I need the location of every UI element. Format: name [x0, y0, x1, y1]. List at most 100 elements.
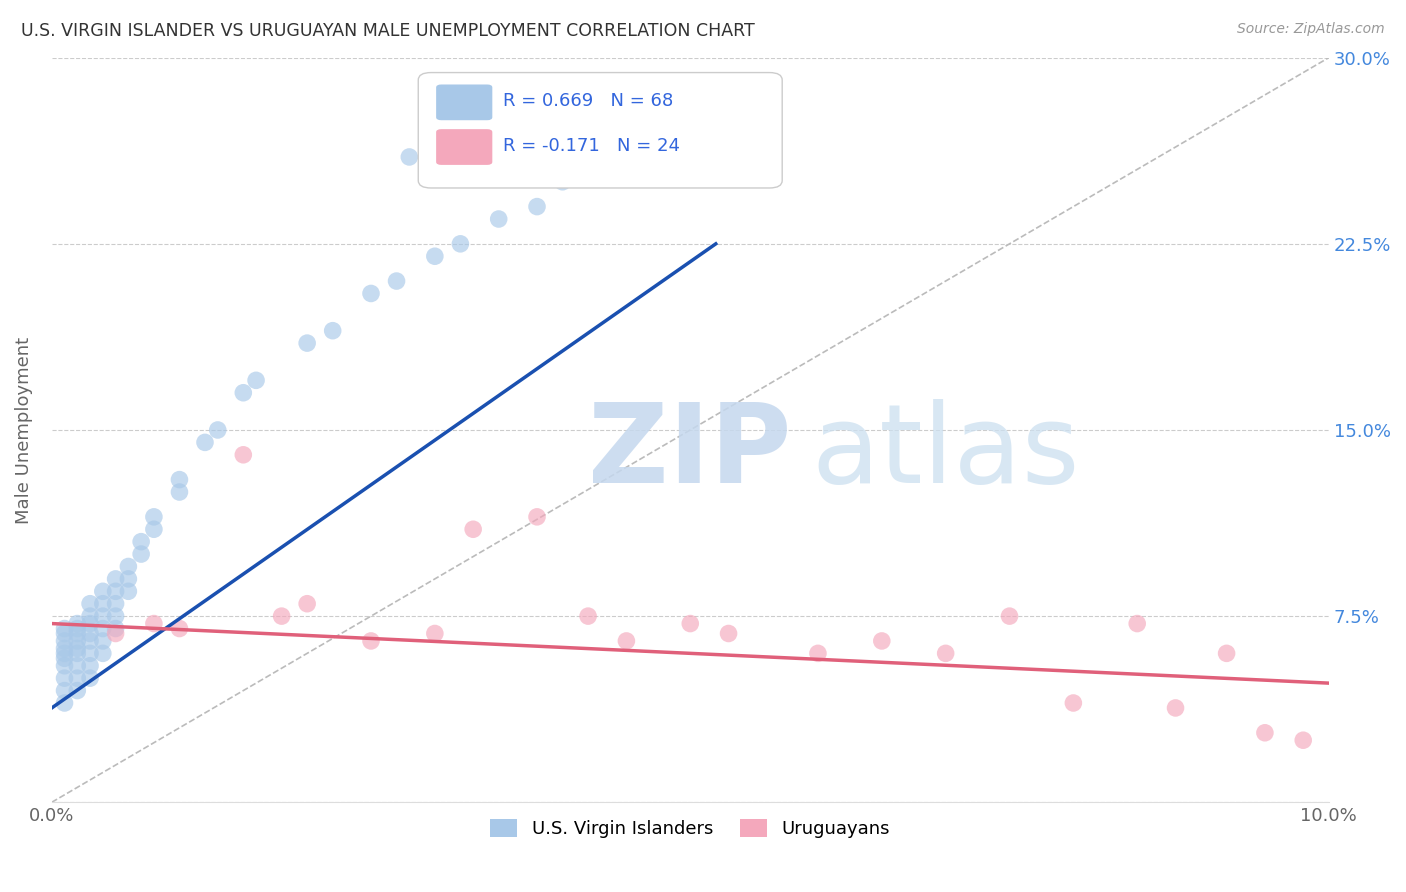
- Point: [360, 634, 382, 648]
- Point: [53, 658, 76, 673]
- Point: [104, 622, 127, 636]
- Point: [194, 435, 217, 450]
- Point: [169, 622, 191, 636]
- Point: [66, 634, 89, 648]
- Point: [295, 597, 318, 611]
- Point: [66, 616, 89, 631]
- Point: [91, 646, 114, 660]
- Point: [66, 641, 89, 656]
- Point: [232, 448, 254, 462]
- Point: [526, 509, 548, 524]
- Point: [1126, 616, 1149, 631]
- Point: [117, 584, 139, 599]
- Point: [322, 324, 344, 338]
- Point: [423, 249, 446, 263]
- Point: [717, 626, 740, 640]
- Point: [142, 509, 165, 524]
- Point: [53, 626, 76, 640]
- Point: [117, 559, 139, 574]
- Point: [104, 609, 127, 624]
- Point: [53, 622, 76, 636]
- Point: [66, 683, 89, 698]
- Point: [385, 274, 408, 288]
- Point: [295, 336, 318, 351]
- Y-axis label: Male Unemployment: Male Unemployment: [15, 336, 32, 524]
- Point: [53, 646, 76, 660]
- Point: [79, 658, 101, 673]
- Point: [66, 658, 89, 673]
- Point: [142, 522, 165, 536]
- Legend: U.S. Virgin Islanders, Uruguayans: U.S. Virgin Islanders, Uruguayans: [484, 812, 897, 846]
- Point: [104, 626, 127, 640]
- Point: [53, 634, 76, 648]
- Point: [1292, 733, 1315, 747]
- Point: [79, 671, 101, 685]
- Point: [91, 634, 114, 648]
- Point: [169, 485, 191, 500]
- Point: [423, 137, 446, 152]
- Point: [79, 626, 101, 640]
- Point: [270, 609, 292, 624]
- Point: [423, 626, 446, 640]
- Point: [398, 150, 420, 164]
- Point: [66, 622, 89, 636]
- Point: [807, 646, 830, 660]
- Point: [79, 616, 101, 631]
- Point: [66, 626, 89, 640]
- Point: [1254, 725, 1277, 739]
- Point: [360, 286, 382, 301]
- Point: [1215, 646, 1237, 660]
- Point: [129, 534, 152, 549]
- Point: [104, 584, 127, 599]
- Point: [616, 634, 638, 648]
- FancyBboxPatch shape: [436, 85, 492, 120]
- Point: [679, 105, 702, 120]
- Point: [998, 609, 1021, 624]
- Point: [53, 696, 76, 710]
- Point: [79, 634, 101, 648]
- Point: [1062, 696, 1084, 710]
- Point: [935, 646, 957, 660]
- Point: [91, 609, 114, 624]
- Text: U.S. VIRGIN ISLANDER VS URUGUAYAN MALE UNEMPLOYMENT CORRELATION CHART: U.S. VIRGIN ISLANDER VS URUGUAYAN MALE U…: [21, 22, 755, 40]
- Point: [526, 200, 548, 214]
- Point: [129, 547, 152, 561]
- Point: [488, 212, 510, 227]
- Point: [169, 473, 191, 487]
- Point: [616, 137, 638, 152]
- Point: [207, 423, 229, 437]
- Point: [576, 609, 599, 624]
- Text: R = 0.669   N = 68: R = 0.669 N = 68: [502, 92, 673, 110]
- Text: R = -0.171   N = 24: R = -0.171 N = 24: [502, 136, 679, 154]
- Point: [245, 373, 267, 387]
- Point: [91, 584, 114, 599]
- FancyBboxPatch shape: [418, 72, 782, 188]
- Point: [104, 597, 127, 611]
- Text: ZIP: ZIP: [588, 399, 792, 506]
- Point: [117, 572, 139, 586]
- Point: [79, 597, 101, 611]
- Point: [551, 175, 574, 189]
- Point: [104, 572, 127, 586]
- Point: [53, 671, 76, 685]
- Point: [66, 671, 89, 685]
- Text: Source: ZipAtlas.com: Source: ZipAtlas.com: [1237, 22, 1385, 37]
- Point: [142, 616, 165, 631]
- Point: [53, 683, 76, 698]
- Point: [232, 385, 254, 400]
- FancyBboxPatch shape: [436, 129, 492, 165]
- Point: [79, 609, 101, 624]
- Point: [704, 100, 727, 114]
- Point: [679, 616, 702, 631]
- Point: [449, 236, 471, 251]
- Point: [91, 597, 114, 611]
- Point: [576, 162, 599, 177]
- Point: [66, 646, 89, 660]
- Point: [870, 634, 893, 648]
- Point: [53, 641, 76, 656]
- Point: [79, 646, 101, 660]
- Text: atlas: atlas: [811, 399, 1080, 506]
- Point: [654, 125, 676, 139]
- Point: [1164, 701, 1187, 715]
- Point: [53, 651, 76, 665]
